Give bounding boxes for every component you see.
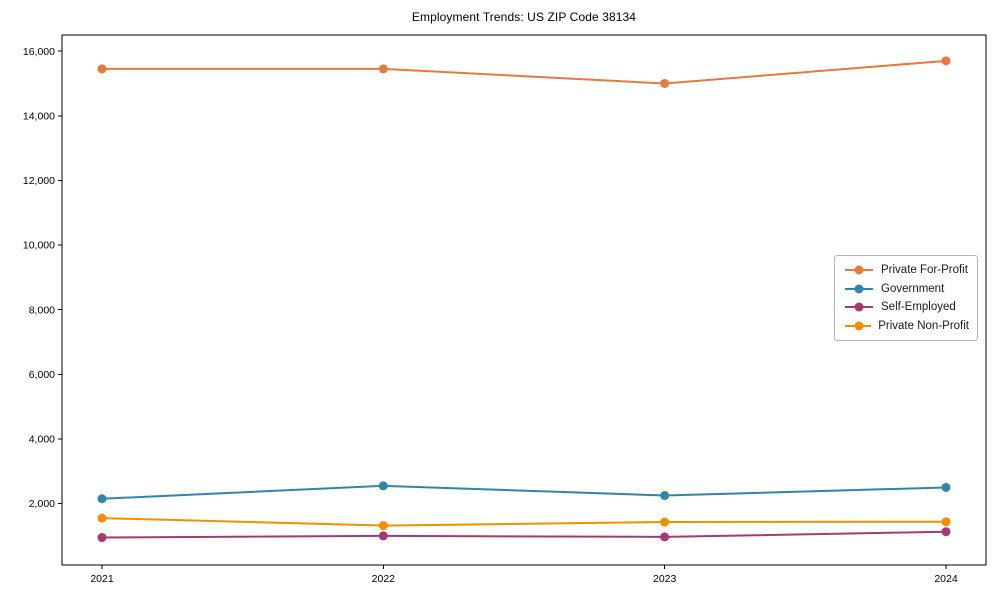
data-point-marker — [97, 64, 107, 74]
data-point-marker — [660, 491, 670, 501]
data-point-marker — [941, 517, 951, 527]
y-tick-label: 16,000 — [23, 46, 55, 58]
legend: Private For-Profit Government Self-Employe… — [834, 255, 978, 341]
legend-label: Self-Employed — [881, 301, 956, 314]
legend-entry: Private For-Profit — [844, 264, 969, 276]
data-point-marker — [97, 494, 107, 504]
data-point-marker — [660, 517, 670, 527]
series-line-government — [101, 484, 947, 500]
data-point-marker — [941, 56, 951, 66]
x-tick-label: 2022 — [372, 573, 396, 585]
chart-title: Employment Trends: US ZIP Code 38134 — [411, 10, 637, 24]
data-point-marker — [97, 513, 107, 523]
legend-entry: Government — [844, 283, 969, 295]
data-point-marker — [941, 527, 951, 537]
data-point-marker — [378, 481, 388, 491]
legend-label: Private Non-Profit — [878, 319, 969, 332]
y-tick-label: 4,000 — [29, 434, 55, 446]
legend-entry: Self-Employed — [844, 301, 969, 313]
data-point-marker — [660, 532, 670, 542]
data-point-marker — [660, 78, 670, 88]
data-point-marker — [941, 482, 951, 492]
y-tick-label: 6,000 — [29, 369, 55, 381]
data-point-marker — [97, 533, 107, 543]
legend-line-marker-icon — [845, 302, 873, 312]
data-point-marker — [378, 64, 388, 74]
legend-line-marker-icon — [845, 265, 873, 275]
y-tick-label: 2,000 — [29, 498, 55, 510]
data-point-marker — [378, 531, 388, 541]
series-line-self-employed — [101, 530, 947, 539]
y-tick-label: 10,000 — [23, 240, 55, 252]
x-tick-label: 2023 — [653, 573, 677, 585]
x-tick-label: 2021 — [90, 573, 114, 585]
legend-line-marker-icon — [845, 284, 873, 294]
legend-line-marker-icon — [845, 321, 872, 331]
legend-label: Government — [881, 282, 945, 295]
x-tick-label: 2024 — [934, 573, 958, 585]
series-line-private-for-profit — [101, 59, 947, 85]
y-tick-label: 8,000 — [29, 304, 55, 316]
y-tick-label: 12,000 — [23, 175, 55, 187]
series-line-private-non-profit — [101, 517, 947, 527]
legend-label: Private For-Profit — [881, 264, 968, 277]
data-point-marker — [378, 521, 388, 531]
plot-border — [61, 34, 987, 566]
y-tick-label: 14,000 — [23, 110, 55, 122]
legend-entry: Private Non-Profit — [844, 320, 969, 332]
